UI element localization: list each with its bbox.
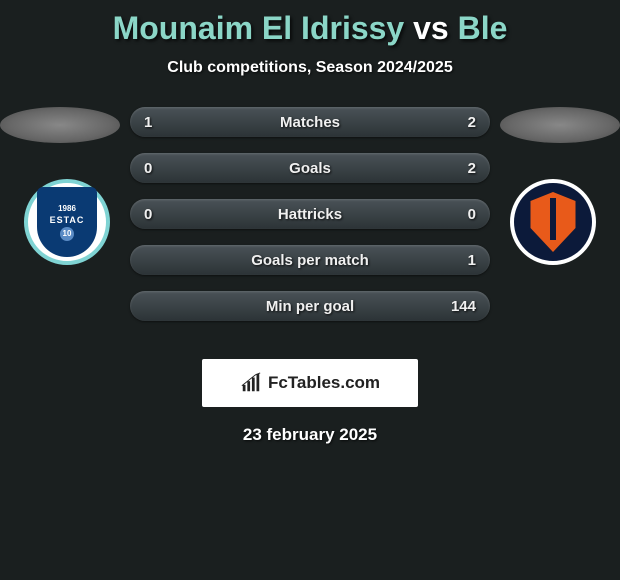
stat-label: Hattricks — [130, 206, 490, 223]
player1-name: Mounaim El Idrissy — [113, 10, 405, 46]
date-text: 23 february 2025 — [0, 425, 620, 445]
stat-row-goals: 0 Goals 2 — [130, 153, 490, 183]
stat-label: Min per goal — [130, 298, 490, 315]
club-badge-left: 1986 ESTAC 10 — [24, 179, 110, 265]
club-badge-right — [510, 179, 596, 265]
comparison-content: 1986 ESTAC 10 1 Matches 2 0 Goals 2 0 Ha… — [0, 107, 620, 347]
stat-row-hattricks: 0 Hattricks 0 — [130, 199, 490, 229]
stat-label: Goals per match — [130, 252, 490, 269]
stat-label: Matches — [130, 114, 490, 131]
vs-text: vs — [413, 10, 449, 46]
bar-chart-icon — [240, 372, 262, 394]
badge-left-num: 10 — [60, 227, 74, 241]
player2-name: Ble — [458, 10, 508, 46]
stat-row-gpm: Goals per match 1 — [130, 245, 490, 275]
badge-left-year: 1986 — [58, 204, 76, 213]
logo-text: FcTables.com — [268, 373, 380, 393]
ellipse-left — [0, 107, 120, 143]
stat-label: Goals — [130, 160, 490, 177]
source-logo: FcTables.com — [202, 359, 418, 407]
stat-row-mpg: Min per goal 144 — [130, 291, 490, 321]
stat-bars: 1 Matches 2 0 Goals 2 0 Hattricks 0 Goal… — [130, 107, 490, 337]
ellipse-right — [500, 107, 620, 143]
stat-row-matches: 1 Matches 2 — [130, 107, 490, 137]
subtitle: Club competitions, Season 2024/2025 — [0, 59, 620, 77]
badge-left-name: ESTAC — [50, 215, 85, 225]
page-title: Mounaim El Idrissy vs Ble — [0, 0, 620, 47]
